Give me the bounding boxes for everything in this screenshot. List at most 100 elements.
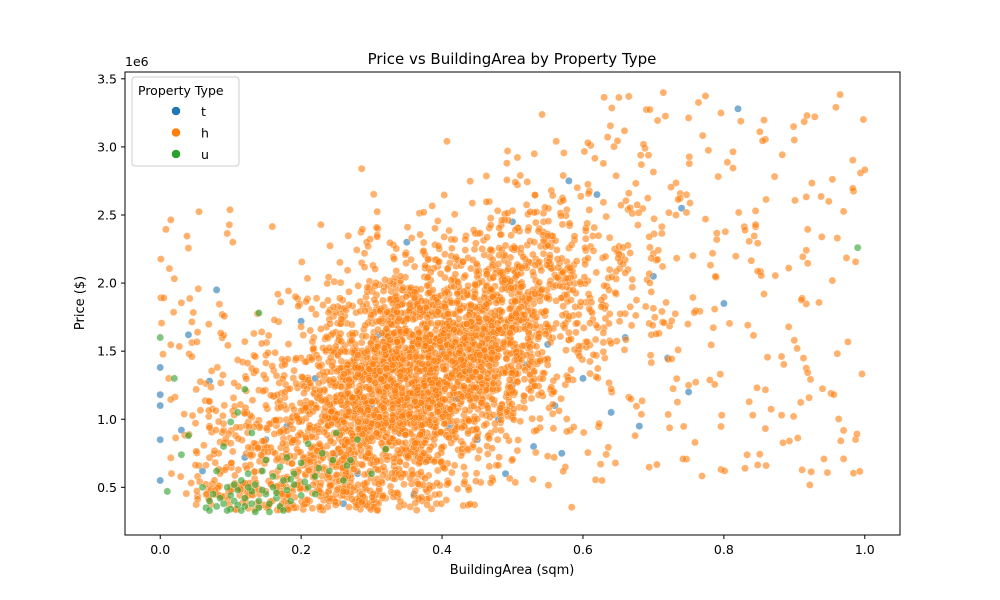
data-point-h (526, 322, 534, 330)
data-point-h (686, 199, 694, 207)
data-point-h (274, 454, 282, 463)
data-point-h (526, 208, 534, 216)
data-point-h (591, 154, 599, 163)
data-point-h (753, 461, 762, 469)
data-point-h (368, 493, 377, 501)
data-point-h (626, 249, 635, 257)
data-point-h (487, 354, 496, 363)
data-point-h (514, 362, 523, 371)
data-point-h (562, 291, 571, 299)
data-point-h (436, 428, 445, 436)
data-point-h (833, 234, 842, 242)
data-point-h (796, 398, 805, 407)
data-point-h (599, 198, 608, 207)
data-point-h (641, 302, 650, 311)
data-point-u (269, 483, 277, 492)
data-point-h (457, 355, 465, 364)
data-point-h (232, 423, 241, 432)
data-point-h (159, 294, 168, 302)
data-point-h (464, 391, 472, 400)
data-point-h (451, 270, 460, 279)
data-point-h (428, 202, 437, 210)
data-point-h (468, 372, 477, 381)
data-point-h (467, 264, 475, 273)
data-point-t (565, 177, 573, 185)
data-point-h (268, 362, 277, 370)
data-point-h (404, 452, 413, 460)
data-point-h (431, 224, 439, 233)
data-point-h (500, 276, 509, 284)
data-point-h (461, 406, 470, 414)
data-point-h (434, 242, 443, 250)
data-point-h (166, 340, 175, 349)
y-offset-label: 1e6 (125, 54, 149, 69)
data-point-h (650, 313, 659, 322)
data-point-h (637, 160, 646, 169)
data-point-h (464, 281, 472, 290)
data-point-h (564, 376, 573, 384)
data-point-h (317, 220, 325, 229)
data-point-h (844, 338, 852, 346)
data-point-h (541, 330, 550, 338)
data-point-h (617, 201, 625, 210)
data-point-h (424, 273, 432, 281)
legend-marker-h (171, 127, 181, 138)
data-point-h (419, 392, 428, 401)
data-point-u (237, 476, 246, 485)
data-point-h (560, 323, 569, 332)
data-point-h (646, 279, 654, 287)
data-point-t (557, 449, 566, 458)
data-point-h (374, 466, 382, 474)
data-point-h (228, 447, 237, 456)
data-point-h (664, 410, 673, 419)
data-point-u (346, 456, 355, 464)
data-point-h (360, 263, 369, 271)
data-point-h (166, 454, 175, 462)
data-point-h (372, 429, 381, 437)
data-point-h (805, 393, 813, 402)
data-point-h (476, 351, 484, 359)
data-point-h (836, 90, 844, 99)
data-point-h (712, 229, 721, 238)
data-point-t (593, 190, 601, 199)
data-point-h (372, 223, 381, 232)
data-point-h (477, 398, 486, 407)
data-point-h (494, 260, 503, 268)
data-point-h (297, 258, 306, 266)
data-point-h (706, 261, 715, 270)
data-point-h (517, 264, 526, 272)
data-point-u (332, 429, 341, 437)
data-point-h (212, 406, 220, 415)
data-point-h (598, 476, 606, 485)
data-point-h (591, 475, 600, 484)
data-point-h (367, 397, 376, 406)
data-point-h (684, 114, 693, 122)
data-point-h (659, 88, 668, 97)
data-point-h (231, 471, 239, 480)
data-point-h (205, 423, 214, 432)
data-point-h (570, 232, 579, 241)
data-point-h (431, 386, 440, 395)
data-point-h (646, 243, 654, 252)
data-point-h (707, 341, 716, 349)
data-point-h (381, 410, 390, 419)
data-point-h (345, 287, 353, 296)
data-point-h (817, 233, 826, 241)
data-point-h (195, 207, 203, 216)
data-point-h (212, 426, 220, 434)
data-point-h (348, 393, 357, 402)
data-point-h (834, 415, 843, 423)
data-point-h (544, 217, 553, 226)
legend-marker-t (171, 106, 181, 116)
data-point-h (254, 443, 263, 452)
data-point-u (205, 497, 214, 505)
data-point-h (710, 305, 719, 313)
data-point-h (647, 254, 656, 263)
data-point-h (230, 379, 239, 387)
data-point-h (538, 110, 546, 119)
data-point-u (290, 469, 298, 478)
data-point-h (326, 241, 334, 250)
data-point-h (337, 357, 346, 365)
data-point-h (556, 332, 565, 341)
data-point-h (337, 315, 346, 324)
